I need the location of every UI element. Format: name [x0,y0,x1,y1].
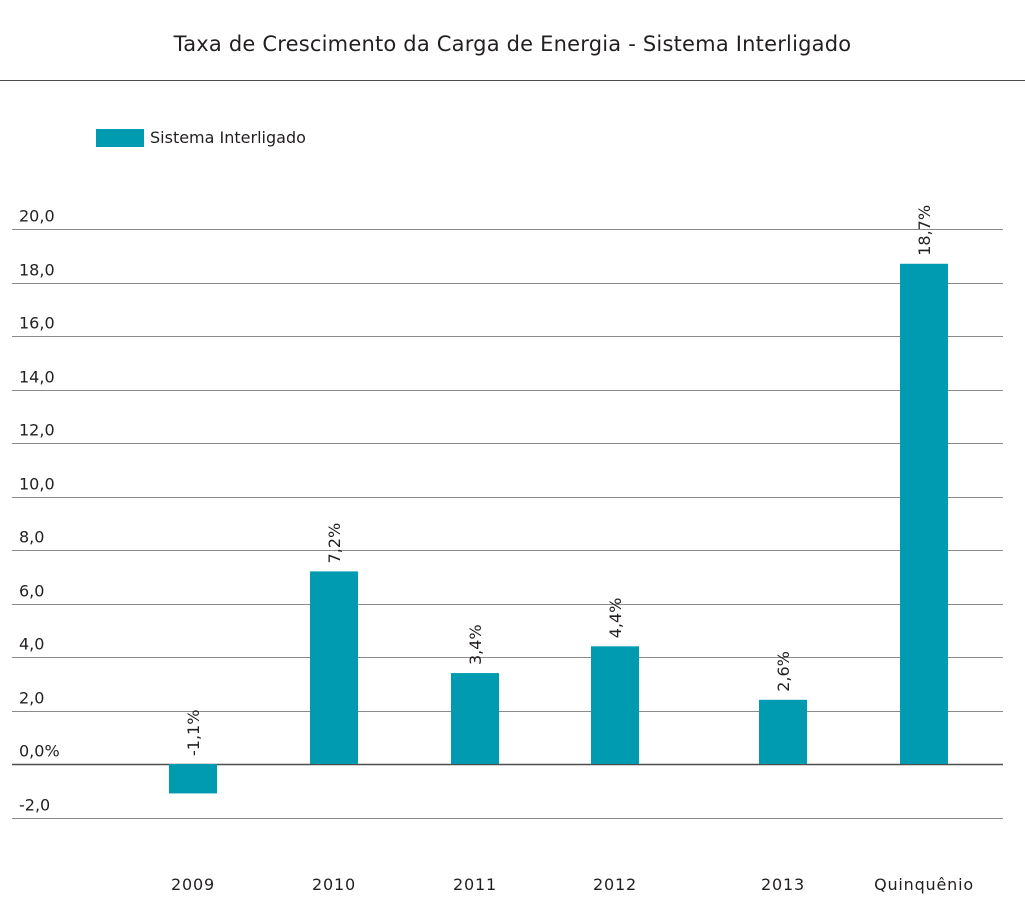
y-tick-label: 8,0 [19,528,44,547]
bar [900,263,948,764]
y-tick-label: -2,0 [19,796,50,815]
data-labels: -1,1% 7,2% 3,4% 4,4% 2,6% 18,7% [184,205,934,756]
x-tick-label: Quinquênio [874,875,974,894]
y-tick-label: 20,0 [19,207,55,226]
y-tick-label: 10,0 [19,475,55,494]
chart-title: Taxa de Crescimento da Carga de Energia … [173,32,852,56]
y-tick-label: 14,0 [19,368,55,387]
bar [591,646,639,764]
y-tick-label: 18,0 [19,261,55,280]
y-tick-label: 6,0 [19,582,44,601]
x-tick-label: 2011 [453,875,497,894]
gridlines [12,229,1003,819]
x-tick-label: 2010 [312,875,356,894]
x-axis-tick-labels: 2009 2010 2011 2012 2013 Quinquênio [171,875,974,894]
y-tick-label: 16,0 [19,314,55,333]
bar [169,764,217,794]
y-axis-tick-labels: -2,0 0,0% 2,0 4,0 6,0 8,0 10,0 12,0 14,0 16,0 18,0… [19,207,60,815]
legend: Sistema Interligado [96,128,306,147]
legend-label: Sistema Interligado [150,128,306,147]
bar [310,571,358,764]
y-tick-label: 2,0 [19,689,44,708]
legend-swatch [96,128,144,147]
x-tick-label: 2012 [593,875,637,894]
x-tick-label: 2013 [761,875,805,894]
data-label: 7,2% [325,523,344,564]
bars [169,263,948,794]
data-label: 4,4% [606,598,625,639]
y-tick-label: 0,0% [19,742,60,761]
bar [451,673,499,764]
data-label: -1,1% [184,710,203,756]
data-label: 2,6% [774,651,793,692]
data-label: 3,4% [466,624,485,665]
y-tick-label: 12,0 [19,421,55,440]
y-tick-label: 4,0 [19,635,44,654]
bar [759,699,807,764]
title-divider [0,80,1025,81]
data-label: 18,7% [915,205,934,256]
x-tick-label: 2009 [171,875,215,894]
